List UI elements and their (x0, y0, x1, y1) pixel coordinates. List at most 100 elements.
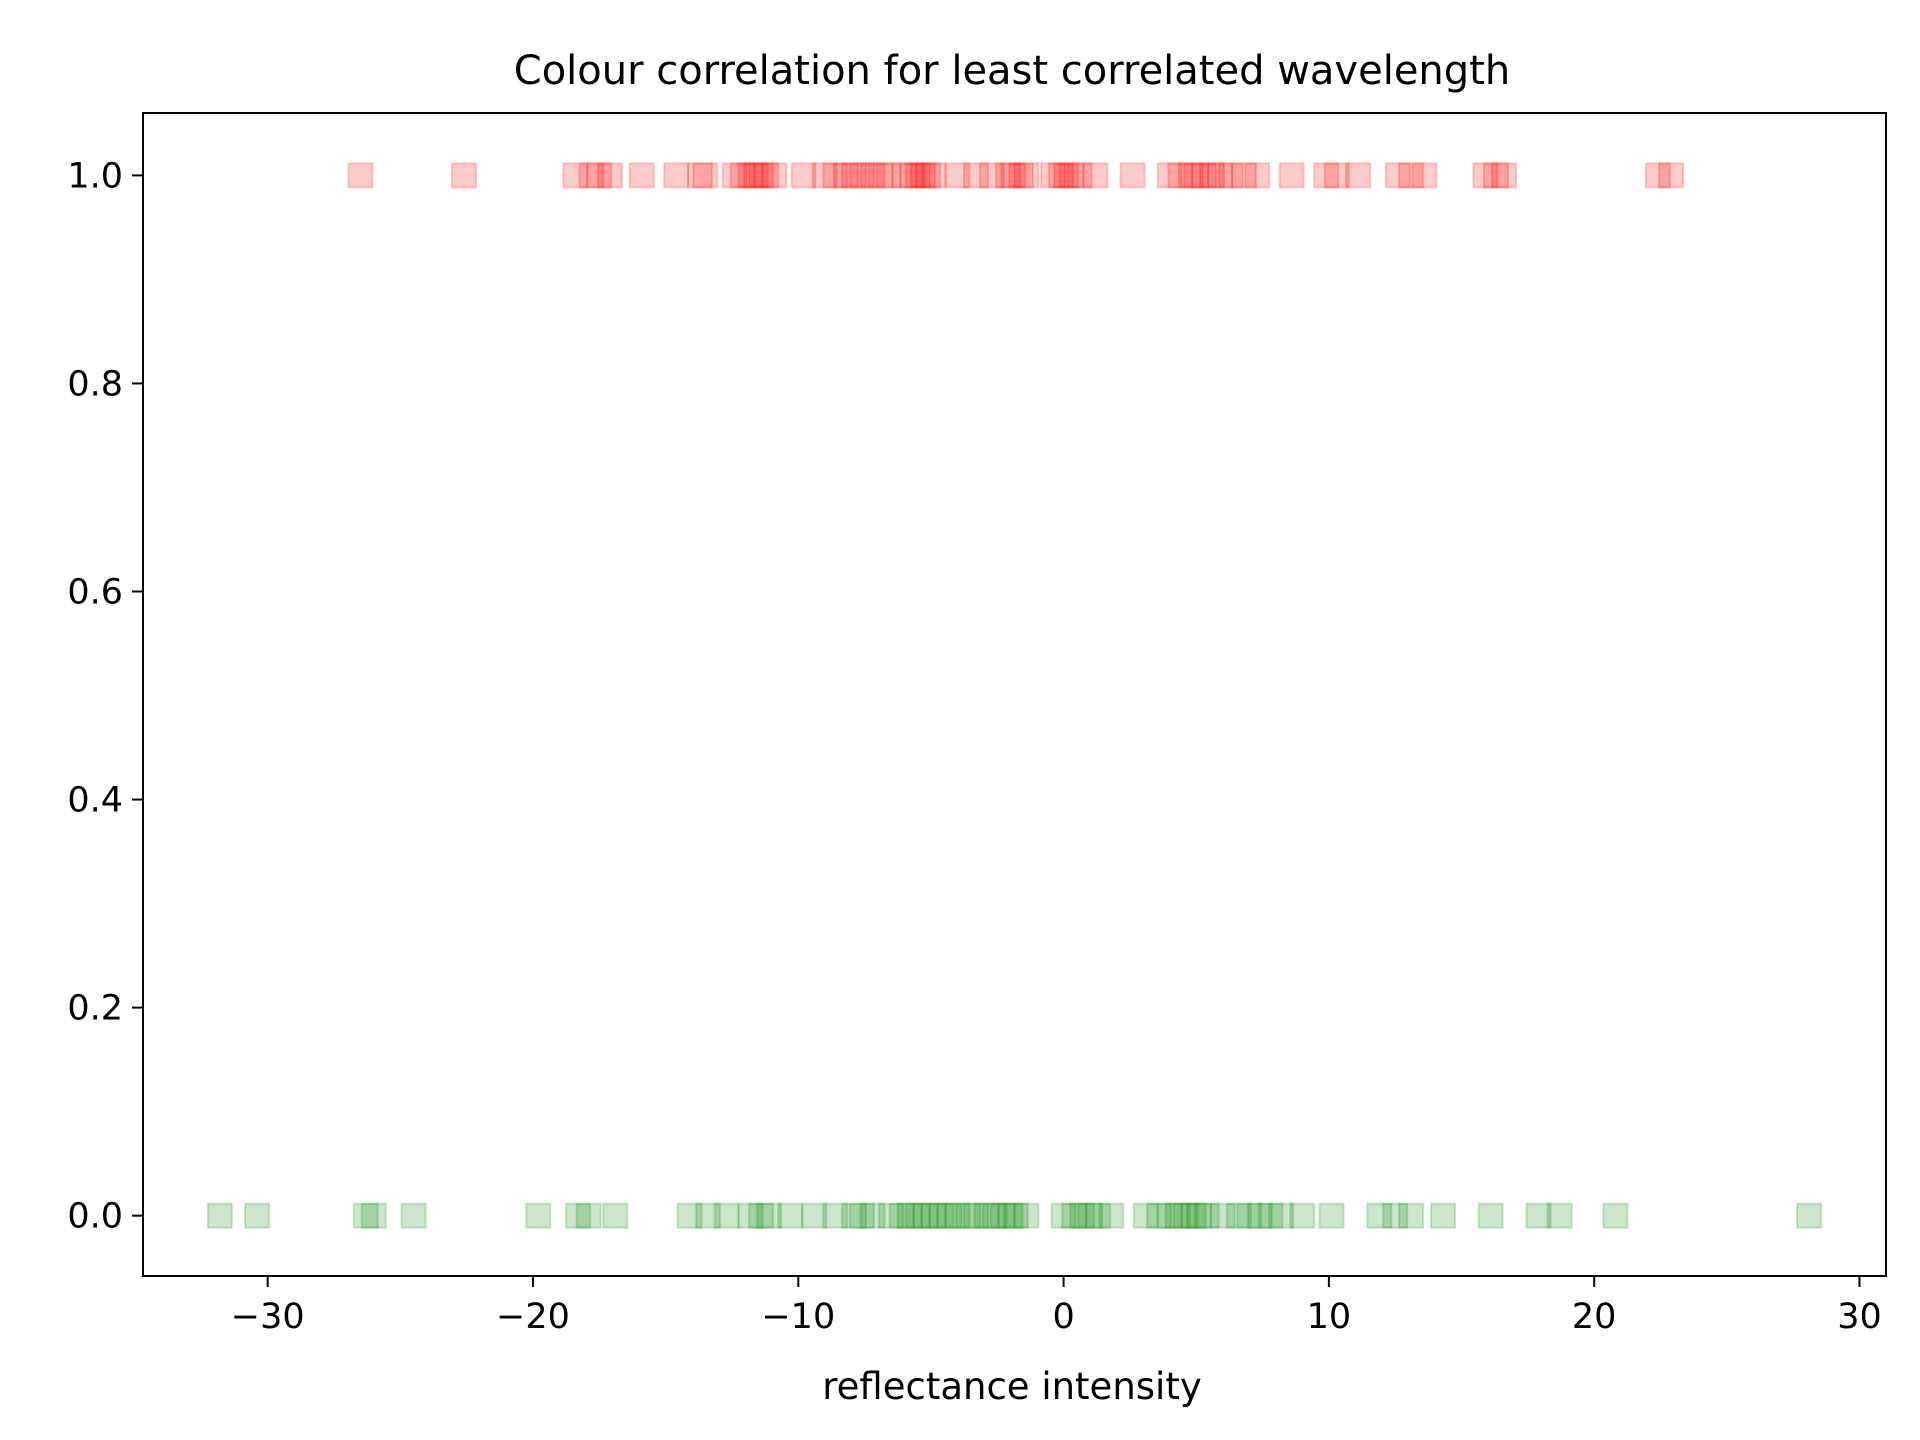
data-point (801, 1202, 828, 1229)
x-tick-label: 30 (1837, 1297, 1882, 1337)
data-point (1398, 1202, 1425, 1229)
data-point (1172, 1202, 1199, 1229)
data-point (1207, 162, 1234, 189)
data-point (1658, 162, 1685, 189)
data-point (1209, 1202, 1236, 1229)
data-point (1366, 1202, 1393, 1229)
data-point (1313, 162, 1340, 189)
data-point (1156, 162, 1183, 189)
series-0 (347, 162, 1685, 189)
data-point (811, 162, 838, 189)
x-axis-label: reflectance intensity (822, 1365, 1202, 1408)
data-point (849, 1202, 875, 1229)
x-tick-label: −20 (496, 1297, 570, 1337)
data-point (244, 1202, 271, 1229)
data-point (1066, 162, 1093, 189)
data-point (1167, 162, 1194, 189)
data-point (1318, 1202, 1345, 1229)
data-point (1000, 162, 1027, 189)
data-point (761, 162, 788, 189)
data-point (1384, 162, 1411, 189)
x-tick-label: −10 (761, 1297, 835, 1337)
y-tick-label: 0.0 (67, 1197, 123, 1237)
data-point (1217, 162, 1244, 189)
data-point (1183, 162, 1210, 189)
data-point (1180, 1202, 1207, 1229)
data-point (1002, 1202, 1029, 1229)
data-point (1098, 1202, 1125, 1229)
data-point (1191, 162, 1218, 189)
data-point (777, 1202, 804, 1229)
data-point (1058, 162, 1085, 189)
data-point (888, 1202, 915, 1229)
data-point (833, 162, 859, 189)
data-point (578, 162, 605, 189)
data-point (352, 1202, 379, 1229)
data-point (859, 1202, 886, 1229)
data-point (841, 1202, 867, 1229)
data-point (920, 1202, 947, 1229)
data-point (822, 162, 849, 189)
x-tick-label: 20 (1572, 1297, 1617, 1337)
data-point (1398, 162, 1425, 189)
data-point (1199, 162, 1226, 189)
data-point (963, 1202, 989, 1229)
data-point (896, 1202, 923, 1229)
y-tick-label: 0.6 (67, 573, 123, 613)
data-point (748, 162, 775, 189)
data-point (849, 162, 875, 189)
data-point (899, 162, 926, 189)
data-point (1177, 162, 1204, 189)
data-point (1225, 1202, 1252, 1229)
data-point (989, 1202, 1016, 1229)
data-point (841, 162, 867, 189)
data-point (1008, 162, 1035, 189)
data-point (1278, 162, 1305, 189)
data-point (1602, 1202, 1629, 1229)
data-point (753, 162, 780, 189)
data-point (944, 162, 971, 189)
data-point (955, 1202, 982, 1229)
data-point (1053, 162, 1080, 189)
data-point (742, 162, 769, 189)
data-point (1040, 162, 1066, 189)
data-point (737, 162, 764, 189)
x-tick-label: 10 (1307, 1297, 1352, 1337)
data-point (978, 162, 1005, 189)
data-point (920, 162, 947, 189)
data-point (1644, 162, 1671, 189)
data-point (1132, 1202, 1159, 1229)
data-point (910, 162, 936, 189)
data-point (1477, 1202, 1504, 1229)
y-tick-label: 0.2 (67, 989, 123, 1029)
data-point (1236, 1202, 1263, 1229)
data-point (1082, 162, 1109, 189)
data-point (360, 1202, 387, 1229)
data-point (721, 162, 748, 189)
data-point (737, 1202, 764, 1229)
data-point (451, 162, 477, 189)
data-point (347, 162, 374, 189)
data-point (994, 162, 1021, 189)
data-point (1382, 1202, 1409, 1229)
data-point (628, 162, 655, 189)
data-point (206, 1202, 233, 1229)
data-point (912, 1202, 939, 1229)
data-point (1061, 1202, 1088, 1229)
data-point (687, 162, 714, 189)
data-point (1119, 162, 1146, 189)
x-tick-label: 0 (1052, 1297, 1074, 1337)
data-point (1013, 162, 1040, 189)
data-point (944, 1202, 971, 1229)
data-point (1146, 1202, 1173, 1229)
data-point (602, 1202, 629, 1229)
data-point (859, 162, 886, 189)
data-point (904, 1202, 931, 1229)
data-point (586, 162, 613, 189)
data-point (575, 1202, 602, 1229)
y-tick-label: 0.4 (67, 781, 123, 821)
data-point (1013, 1202, 1040, 1229)
data-point (790, 162, 817, 189)
data-point (1472, 162, 1499, 189)
